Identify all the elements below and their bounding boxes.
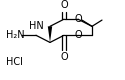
Text: O: O	[74, 30, 82, 40]
Text: O: O	[74, 14, 82, 24]
Text: O: O	[60, 0, 68, 10]
Text: O: O	[60, 52, 68, 62]
Text: HCl: HCl	[6, 57, 23, 67]
Text: H₂N: H₂N	[6, 30, 25, 40]
Text: HN: HN	[29, 21, 44, 31]
Polygon shape	[48, 26, 52, 42]
